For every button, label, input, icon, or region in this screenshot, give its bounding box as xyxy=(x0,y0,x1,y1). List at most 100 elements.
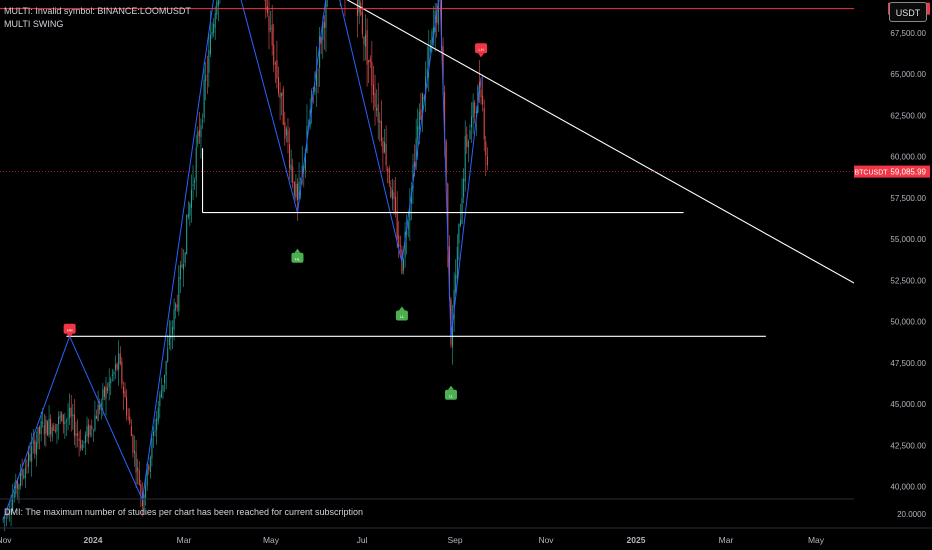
swing-low-marker[interactable]: LL xyxy=(444,385,457,400)
swing-low-label: HL xyxy=(295,256,301,261)
descending-trendline[interactable] xyxy=(223,0,930,326)
candle-body xyxy=(54,430,56,432)
time-axis[interactable]: Nov 2024 Mar May Jul Sep Nov 2025 Mar May xyxy=(0,498,932,545)
price-tick-label: 55,000.00 xyxy=(890,235,926,244)
swing-low-marker[interactable]: LL xyxy=(395,306,408,321)
candle-body xyxy=(154,431,156,433)
symbol-badge[interactable] xyxy=(854,165,888,178)
last-price-badge[interactable] xyxy=(888,165,930,178)
candle-body xyxy=(485,141,487,156)
candle-body xyxy=(89,425,91,435)
candle-body xyxy=(213,24,215,34)
candle-body xyxy=(113,372,115,375)
swing-low-box xyxy=(291,252,304,263)
candle-body xyxy=(361,11,363,35)
candle-body xyxy=(391,189,393,200)
indicator-legend-swing[interactable]: MULTI SWING xyxy=(4,19,64,29)
candle-body xyxy=(474,102,476,114)
candle-body xyxy=(376,107,378,111)
swing-low-pointer xyxy=(398,306,405,311)
candle-body xyxy=(271,24,273,46)
swing-high-box xyxy=(63,323,76,334)
swing-low-pointer xyxy=(447,385,454,390)
candle-body xyxy=(137,467,139,471)
price-tick-label: 50,000.00 xyxy=(890,318,926,327)
candle-body xyxy=(420,109,422,120)
swing-high-marker[interactable]: HH xyxy=(63,323,76,338)
price-tick-label: 40,000.00 xyxy=(890,483,926,492)
candle-body xyxy=(32,440,34,444)
swing-high-marker[interactable]: LH xyxy=(475,43,488,58)
candle-body xyxy=(399,245,401,247)
candle-body xyxy=(320,36,322,44)
candle-body xyxy=(58,416,60,425)
indicator-legend-multi[interactable]: MULTI: Invalid symbol: BINANCE:LOOMUSDT xyxy=(4,6,191,16)
candle-body xyxy=(129,416,131,424)
price-tick-label: 67,500.00 xyxy=(890,29,926,38)
candle-body xyxy=(59,415,61,419)
dmi-study-message: DMI: The maximum number of studies per c… xyxy=(4,507,363,517)
candle-body xyxy=(94,415,96,431)
candle-body xyxy=(119,353,121,364)
candle-body xyxy=(72,414,74,417)
price-tick-label: 52,500.00 xyxy=(890,276,926,285)
candle-body xyxy=(111,374,113,376)
candle-body xyxy=(426,68,428,75)
candle-body xyxy=(363,36,365,45)
price-tick-label: 42,500.00 xyxy=(890,441,926,450)
candle-body xyxy=(216,1,218,15)
price-tick-label: 65,000.00 xyxy=(890,70,926,79)
candle-body xyxy=(357,0,359,17)
candle-body xyxy=(24,468,26,479)
candle-body xyxy=(325,0,327,28)
candle-body xyxy=(171,327,173,335)
candle-body xyxy=(195,147,197,181)
candle-body xyxy=(156,418,158,431)
price-axis[interactable]: 85,000.0082,500.0080,000.0077,500.0075,0… xyxy=(854,0,932,550)
candle-body xyxy=(393,192,395,199)
candle-body xyxy=(323,21,325,28)
swing-low-label: LL xyxy=(449,393,454,398)
candle-body xyxy=(368,60,370,63)
candle-body xyxy=(99,404,101,411)
candle-body xyxy=(53,425,55,431)
horizontal-level[interactable] xyxy=(0,8,854,172)
candle-body xyxy=(45,419,47,434)
candle-body xyxy=(456,246,458,279)
candle-body xyxy=(425,76,427,95)
candle-body xyxy=(16,480,18,489)
candle-body xyxy=(292,166,294,183)
candle-body xyxy=(365,34,367,47)
candle-body xyxy=(301,165,303,178)
candle-body xyxy=(477,86,479,113)
candle-body xyxy=(43,425,45,435)
candle-body xyxy=(382,141,384,154)
candle-body xyxy=(396,211,398,239)
swing-high-pointer xyxy=(478,53,485,58)
candle-body xyxy=(148,466,150,470)
candle-body xyxy=(428,47,430,69)
candle-body xyxy=(281,92,283,97)
price-axis-bg xyxy=(854,0,932,550)
currency-button[interactable]: USDT xyxy=(889,2,927,22)
candle-body xyxy=(186,214,188,254)
candle-body xyxy=(86,426,88,437)
candle-body xyxy=(463,178,465,198)
candle-body xyxy=(480,89,482,98)
candle-body xyxy=(73,414,75,437)
candle-body xyxy=(179,265,181,279)
candle-body xyxy=(284,122,286,140)
swing-low-marker[interactable]: HL xyxy=(291,248,304,263)
candle-body xyxy=(406,230,408,235)
candle-body xyxy=(183,264,185,270)
candle-body xyxy=(388,167,390,184)
candle-body xyxy=(46,421,48,436)
candle-body xyxy=(110,378,112,384)
candle-body xyxy=(132,435,134,453)
candle-body xyxy=(102,389,104,400)
price-tick-label: 62,500.00 xyxy=(890,111,926,120)
candle-body xyxy=(202,120,204,122)
candle-body xyxy=(56,424,58,432)
candle-body xyxy=(442,46,444,90)
